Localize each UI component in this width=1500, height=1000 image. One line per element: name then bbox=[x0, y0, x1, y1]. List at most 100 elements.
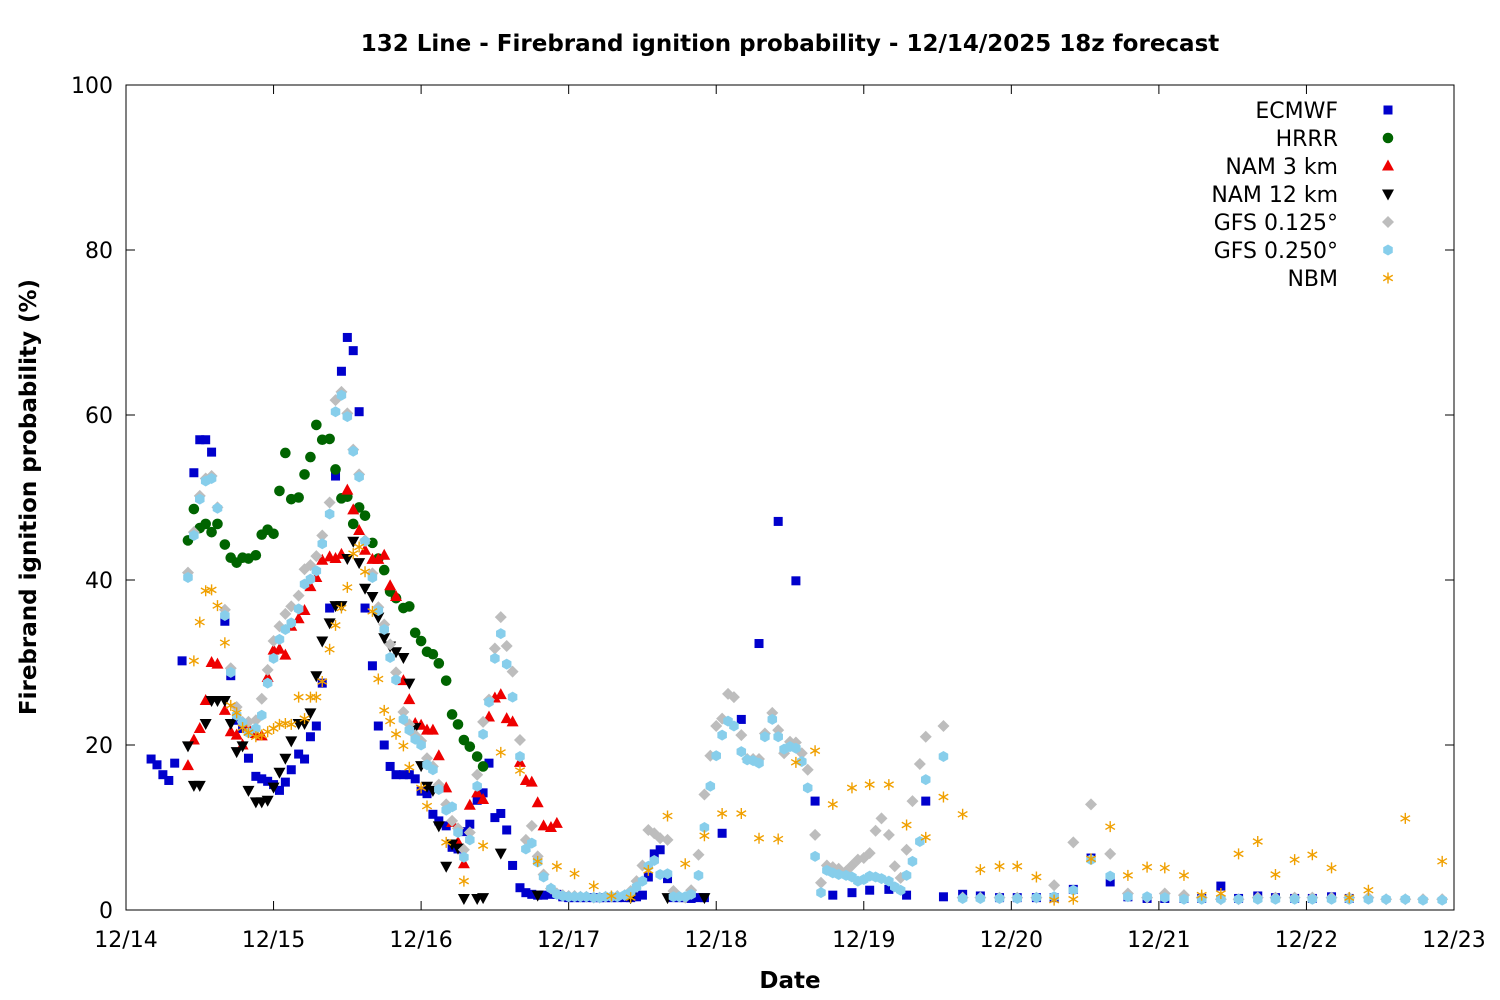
nbm-point bbox=[809, 745, 821, 757]
nam-12-km-point bbox=[323, 618, 336, 630]
nbm-point bbox=[404, 761, 415, 773]
gfs-0-125-point bbox=[698, 788, 711, 801]
gfs-0-125-point bbox=[457, 843, 470, 856]
gfs-0-250-point bbox=[330, 406, 341, 418]
x-axis-label: Date bbox=[759, 968, 820, 994]
nam-3-km-point bbox=[550, 816, 563, 828]
gfs-0-250-point bbox=[1233, 893, 1244, 905]
nbm-point bbox=[1400, 812, 1411, 824]
nbm-point bbox=[569, 868, 580, 880]
gfs-0-125-point bbox=[863, 847, 876, 860]
gfs-0-250-point bbox=[1031, 892, 1042, 904]
hrrr-point bbox=[311, 419, 322, 431]
gfs-0-250-point bbox=[802, 782, 813, 794]
nam-3-km-point bbox=[494, 688, 507, 700]
ecmwf-point bbox=[1216, 881, 1226, 891]
gfs-0-250-point bbox=[1363, 893, 1374, 905]
gfs-0-250-point bbox=[354, 471, 364, 483]
ecmwf-point bbox=[754, 639, 764, 649]
nam-12-km-point bbox=[310, 671, 323, 683]
ecmwf-point bbox=[459, 827, 469, 837]
nbm-point bbox=[532, 855, 543, 867]
gfs-0-125-point bbox=[1085, 798, 1098, 811]
gfs-0-250-point bbox=[183, 572, 193, 584]
nam-12-km-point bbox=[236, 741, 249, 753]
nam-12-km-point bbox=[446, 839, 459, 851]
gfs-0-250-point bbox=[1105, 870, 1115, 882]
nam-3-km-point bbox=[525, 775, 538, 787]
nam-12-km-point bbox=[378, 633, 391, 645]
nbm-point bbox=[348, 548, 359, 560]
nam-3-km-point bbox=[304, 580, 317, 592]
legend-marker-nam-12-km bbox=[1382, 189, 1394, 201]
gfs-0-250-point bbox=[416, 739, 426, 751]
nam-12-km-point bbox=[279, 753, 292, 765]
x-tick-label: 12/15 bbox=[242, 928, 305, 953]
nbm-point bbox=[1344, 892, 1355, 904]
nbm-point bbox=[736, 807, 747, 819]
nam-12-km-point bbox=[199, 719, 212, 731]
plot-frame bbox=[125, 84, 1455, 911]
nam-3-km-point bbox=[457, 857, 470, 869]
gfs-0-250-point bbox=[1437, 894, 1447, 906]
ecmwf-point bbox=[404, 770, 414, 780]
ecmwf-point bbox=[280, 777, 290, 787]
gfs-0-125-point bbox=[525, 819, 538, 832]
nbm-point bbox=[625, 892, 636, 904]
ecmwf-point bbox=[274, 785, 284, 795]
nbm-point bbox=[342, 581, 353, 593]
gfs-0-250-point bbox=[391, 674, 401, 686]
gfs-0-125-point bbox=[1104, 847, 1117, 860]
gfs-0-125-point bbox=[906, 795, 919, 808]
gfs-0-250-point bbox=[760, 731, 770, 743]
gfs-0-250-point bbox=[342, 411, 353, 423]
nbm-point bbox=[311, 691, 322, 703]
nam-12-km-point bbox=[230, 747, 243, 759]
nam-3-km-point bbox=[261, 670, 274, 682]
gfs-0-250-point bbox=[434, 784, 444, 796]
gfs-0-250-point bbox=[212, 502, 223, 514]
nbm-point bbox=[883, 779, 894, 791]
ecmwf-point bbox=[921, 796, 931, 806]
nbm-point bbox=[188, 655, 199, 667]
nbm-point bbox=[385, 715, 396, 727]
nbm-point bbox=[588, 880, 599, 892]
gfs-0-250-point bbox=[1012, 892, 1022, 904]
gfs-0-250-point bbox=[1068, 884, 1079, 896]
hrrr-point bbox=[471, 751, 483, 762]
nam-12-km-point bbox=[403, 678, 416, 690]
hrrr-point bbox=[440, 675, 452, 686]
chart-title: 132 Line - Firebrand ignition probabilit… bbox=[361, 31, 1220, 57]
nbm-point bbox=[354, 541, 365, 553]
nbm-point bbox=[415, 782, 427, 794]
hrrr-point bbox=[452, 719, 464, 730]
series-nbm bbox=[188, 541, 1448, 906]
y-tick-label: 100 bbox=[71, 74, 113, 99]
ecmwf-point bbox=[331, 471, 341, 481]
nam-12-km-point bbox=[353, 558, 366, 570]
gfs-0-250-point bbox=[324, 508, 335, 520]
gfs-0-125-point bbox=[513, 734, 526, 747]
ecmwf-point bbox=[938, 892, 948, 902]
gfs-0-250-point bbox=[717, 729, 727, 741]
gfs-0-125-point bbox=[323, 496, 336, 509]
nam-3-km-point bbox=[193, 722, 206, 733]
ecmwf-point bbox=[736, 714, 746, 724]
ecmwf-point bbox=[220, 616, 230, 626]
nbm-point bbox=[864, 779, 875, 791]
nam-12-km-point bbox=[242, 785, 255, 797]
nbm-point bbox=[1270, 869, 1281, 881]
nbm-point bbox=[643, 864, 654, 876]
nam-3-km-point bbox=[500, 712, 513, 724]
ecmwf-point bbox=[828, 890, 838, 900]
nbm-point bbox=[194, 616, 205, 628]
y-tick-label: 80 bbox=[85, 239, 113, 264]
nam-3-km-point bbox=[531, 796, 544, 808]
gfs-0-250-point bbox=[895, 884, 906, 896]
hrrr-point bbox=[274, 485, 285, 497]
nam-3-km-point bbox=[279, 648, 292, 660]
ecmwf-point bbox=[201, 435, 211, 445]
gfs-0-250-point bbox=[1160, 892, 1170, 904]
hrrr-point bbox=[305, 451, 316, 463]
hrrr-point bbox=[324, 433, 335, 445]
